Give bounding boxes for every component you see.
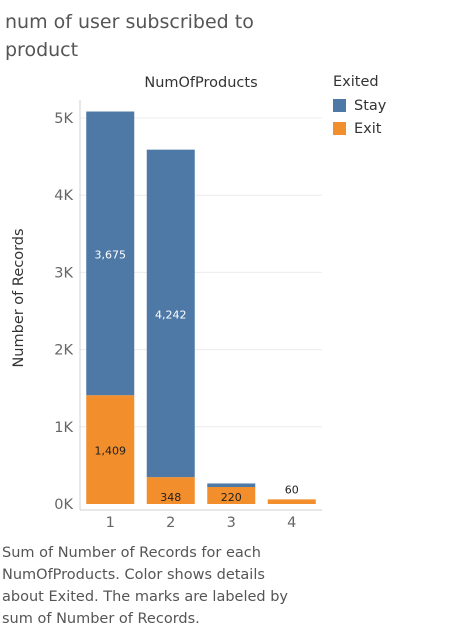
caption-line: NumOfProducts. Color shows details [2, 567, 265, 583]
y-axis-label: Number of Records [11, 228, 27, 367]
caption-line: Sum of Number of Records for each [2, 545, 261, 561]
y-tick-label: 3K [54, 265, 73, 281]
y-axis-ticks: 0K 1K 2K 3K 4K 5K [54, 111, 73, 513]
legend-label-exit: Exit [354, 120, 382, 137]
bar-exit-1[interactable] [86, 395, 135, 504]
y-tick-label: 5K [54, 111, 73, 127]
data-label-stay-1: 3,675 [95, 248, 127, 261]
legend-title: Exited [333, 74, 379, 90]
bar-stay-3[interactable] [207, 483, 256, 488]
caption-line: sum of Number of Records. [2, 611, 200, 627]
data-label-exit-1: 1,409 [95, 445, 127, 458]
data-label-exit-3: 220 [221, 491, 242, 504]
legend-label-stay: Stay [354, 97, 387, 114]
y-tick-label: 0K [54, 497, 73, 513]
chart-caption: Sum of Number of Records for each NumOfP… [2, 542, 322, 630]
bar-exit-4[interactable] [267, 499, 316, 504]
x-tick-label: 3 [227, 515, 236, 531]
x-tick-label: 1 [106, 515, 115, 531]
caption-line: about Exited. The marks are labeled by [2, 589, 288, 605]
legend-item-exit[interactable]: Exit [333, 117, 386, 140]
data-label-exit-4: 60 [285, 483, 299, 496]
data-label-exit-2: 348 [160, 491, 181, 504]
bar-exit-2[interactable] [146, 477, 195, 504]
bar-stay-2[interactable] [146, 149, 195, 478]
y-tick-label: 4K [54, 188, 73, 204]
x-tick-label: 4 [287, 515, 296, 531]
bars: 1,409 3,675 348 4,242 220 60 [86, 111, 316, 504]
bar-exit-3[interactable] [207, 487, 256, 504]
legend-swatch-stay [333, 99, 346, 112]
y-tick-label: 1K [54, 420, 73, 436]
legend-item-stay[interactable]: Stay [333, 94, 386, 117]
legend: Exited Stay Exit [333, 74, 386, 140]
bar-stay-1[interactable] [86, 111, 135, 396]
page-title: num of user subscribed to product [5, 11, 254, 61]
y-tick-label: 2K [54, 343, 73, 359]
chart-title: NumOfProducts [144, 75, 257, 91]
x-axis-ticks: 1 2 3 4 [106, 515, 297, 531]
legend-swatch-exit [333, 122, 346, 135]
x-tick-label: 2 [166, 515, 175, 531]
data-label-stay-2: 4,242 [155, 308, 187, 321]
